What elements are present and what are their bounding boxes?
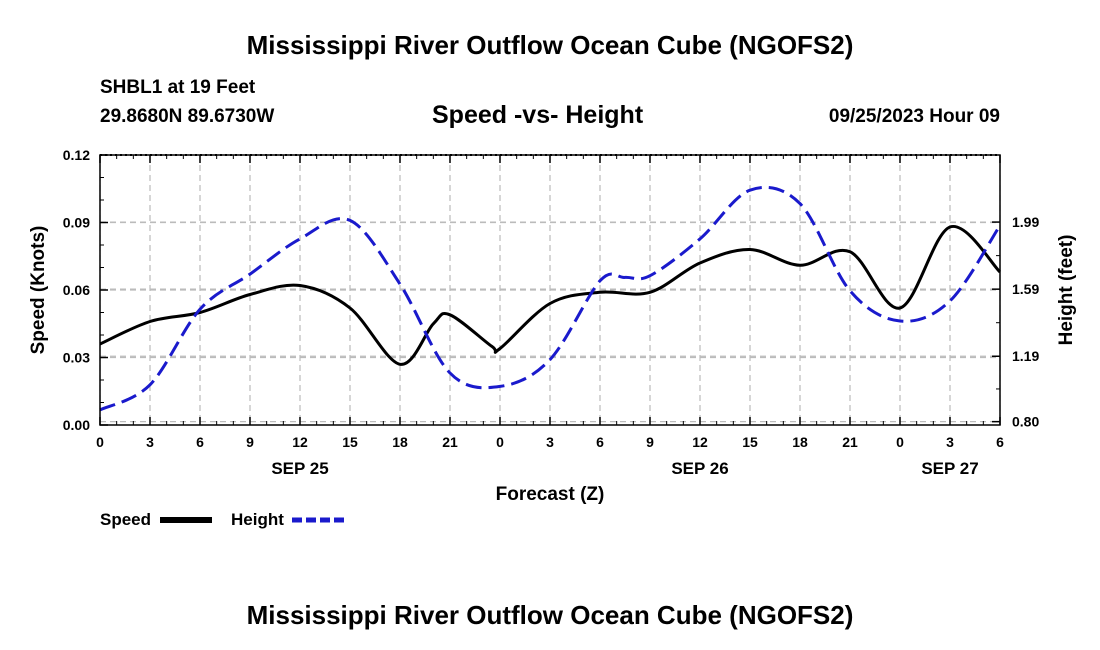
y2-tick-label: 1.59 (1012, 281, 1039, 297)
x-tick-label: 15 (742, 434, 758, 450)
x-axis-label: Forecast (Z) (496, 484, 605, 505)
forecast-datetime: 09/25/2023 Hour 09 (828, 106, 1000, 127)
chart-title: Speed -vs- Height (432, 101, 644, 129)
x-tick-label: 18 (792, 434, 808, 450)
legend-speed-label: Speed (100, 510, 152, 529)
x-tick-label: 3 (546, 434, 554, 450)
y-tick-label: 0.00 (63, 417, 90, 433)
x-tick-label: 0 (96, 434, 104, 450)
station-coordinates: 29.8680N 89.6730W (100, 106, 275, 127)
y-tick-label: 0.03 (63, 350, 90, 366)
x-tick-label: 3 (946, 434, 954, 450)
y2-tick-label: 1.19 (1012, 348, 1039, 364)
footer-title: Mississippi River Outflow Ocean Cube (NG… (246, 600, 854, 630)
series-group (99, 185, 1002, 412)
legend-height-label: Height (231, 510, 284, 529)
page-title: Mississippi River Outflow Ocean Cube (NG… (246, 30, 854, 60)
y-axis-label: Speed (Knots) (28, 226, 49, 355)
x-tick-label: 0 (496, 434, 504, 450)
grid (99, 155, 1001, 425)
series-line-height (99, 185, 1002, 412)
x-tick-label: 9 (646, 434, 654, 450)
x-tick-label: 6 (596, 434, 604, 450)
x-tick-label: 12 (292, 434, 308, 450)
x-tick-label: 0 (896, 434, 904, 450)
x-tick-label: 15 (342, 434, 358, 450)
y2-tick-label: 1.99 (1012, 214, 1039, 230)
y-tick-label: 0.12 (63, 147, 90, 163)
y-tick-label: 0.09 (63, 215, 90, 231)
y2-axis-label: Height (feet) (1056, 235, 1077, 346)
x-tick-label: 3 (146, 434, 154, 450)
tick-labels: 0 3 6 9 12 15 18 21 0 3 6 9 12 15 18 21 0 3 6 SEP 25 SEP 26 S… (63, 147, 1040, 478)
tick-marks (99, 154, 1001, 426)
x-tick-label: 12 (692, 434, 708, 450)
x-tick-label: 6 (196, 434, 204, 450)
x-tick-label: 18 (392, 434, 408, 450)
x-tick-label: 6 (996, 434, 1004, 450)
station-label: SHBL1 at 19 Feet (100, 77, 256, 98)
y2-tick-label: 0.80 (1012, 414, 1039, 430)
date-label: SEP 26 (671, 459, 728, 478)
date-label: SEP 25 (271, 459, 328, 478)
date-label: SEP 27 (921, 459, 978, 478)
series-line-speed (99, 225, 1002, 366)
x-tick-label: 9 (246, 434, 254, 450)
x-tick-label: 21 (842, 434, 858, 450)
y-tick-label: 0.06 (63, 282, 90, 298)
x-tick-label: 21 (442, 434, 458, 450)
